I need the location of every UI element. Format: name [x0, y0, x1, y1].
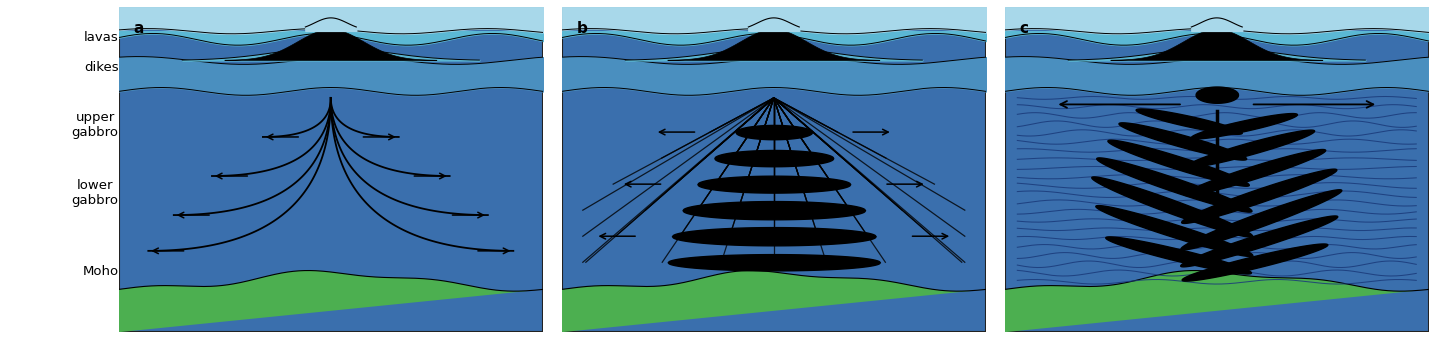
Polygon shape: [1107, 140, 1249, 186]
Polygon shape: [1180, 216, 1338, 267]
PathPatch shape: [1005, 271, 1429, 332]
PathPatch shape: [1110, 29, 1323, 60]
PathPatch shape: [667, 29, 880, 60]
Text: Moho: Moho: [83, 265, 119, 278]
PathPatch shape: [562, 271, 986, 332]
Text: lower
gabbro: lower gabbro: [71, 179, 119, 207]
Text: lavas: lavas: [84, 31, 119, 44]
Polygon shape: [1185, 149, 1326, 196]
Polygon shape: [1136, 109, 1242, 134]
Text: a: a: [133, 21, 144, 36]
Polygon shape: [1182, 169, 1338, 223]
Text: dikes: dikes: [84, 61, 119, 74]
Polygon shape: [1096, 158, 1252, 212]
Polygon shape: [1119, 123, 1246, 160]
Polygon shape: [1180, 190, 1342, 250]
Text: c: c: [1019, 21, 1029, 36]
Text: upper
gabbro: upper gabbro: [71, 112, 119, 139]
Polygon shape: [1106, 237, 1252, 274]
Polygon shape: [1182, 244, 1328, 281]
Polygon shape: [1096, 205, 1253, 257]
Text: b: b: [576, 21, 587, 36]
Polygon shape: [1192, 114, 1298, 139]
PathPatch shape: [119, 271, 543, 332]
Polygon shape: [1187, 130, 1315, 167]
PathPatch shape: [224, 29, 437, 60]
Polygon shape: [1092, 177, 1253, 237]
